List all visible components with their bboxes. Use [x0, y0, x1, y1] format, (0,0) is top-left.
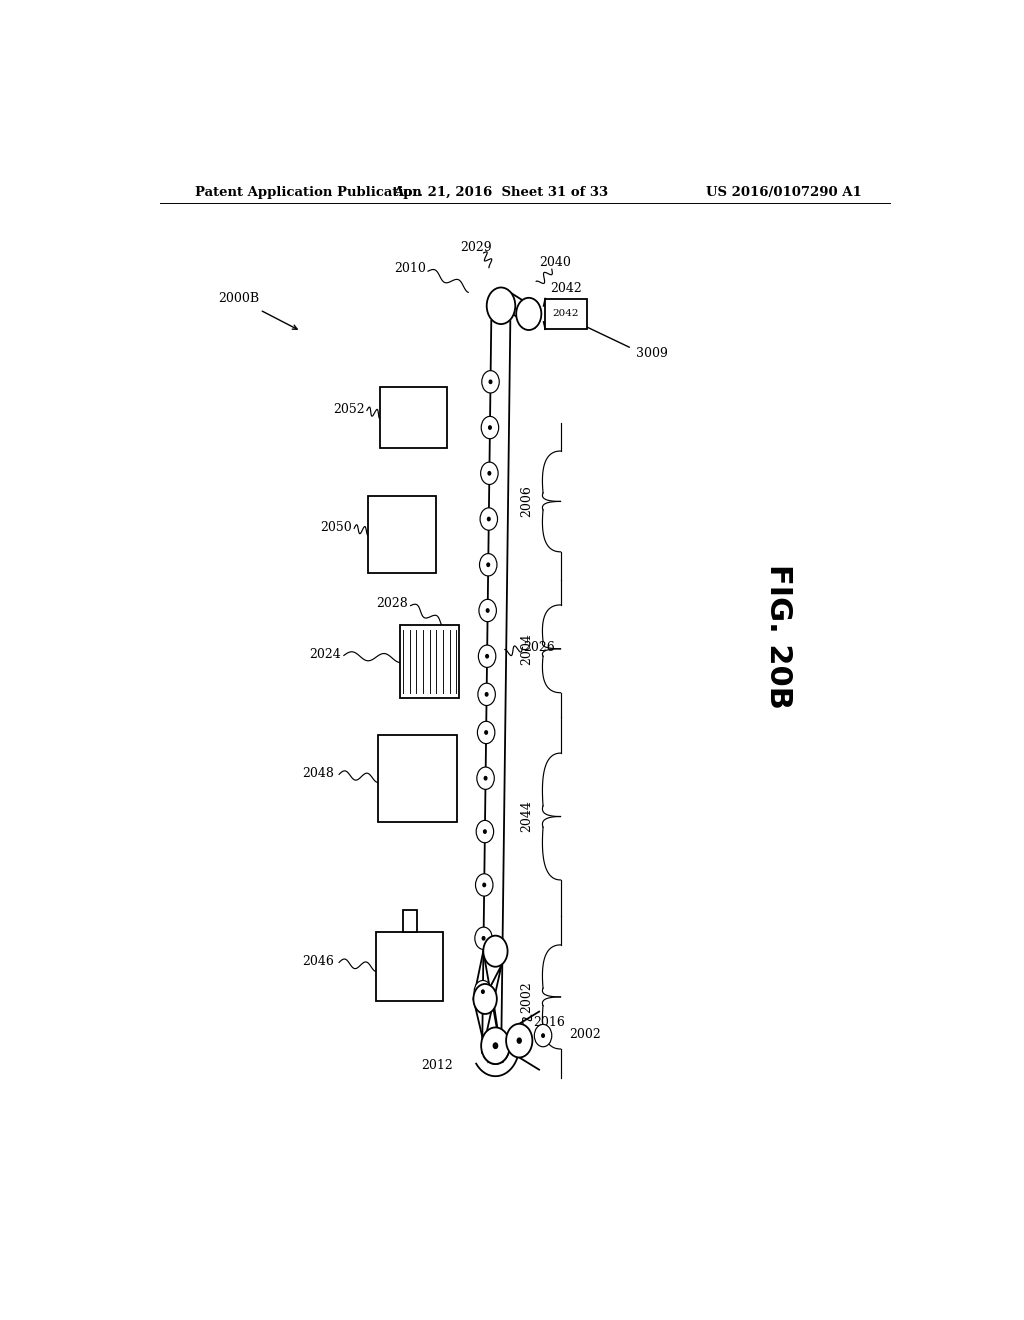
Circle shape — [483, 936, 508, 966]
FancyBboxPatch shape — [380, 387, 447, 447]
Text: 2050: 2050 — [321, 521, 352, 533]
Text: 2004: 2004 — [520, 632, 534, 665]
FancyBboxPatch shape — [368, 496, 435, 573]
Text: 3009: 3009 — [636, 347, 668, 360]
Circle shape — [506, 1024, 532, 1057]
Circle shape — [483, 883, 485, 887]
Circle shape — [488, 471, 490, 475]
Text: 2042: 2042 — [553, 309, 580, 318]
Text: US 2016/0107290 A1: US 2016/0107290 A1 — [707, 186, 862, 199]
Circle shape — [481, 371, 500, 393]
Text: 2016: 2016 — [532, 1016, 564, 1028]
Text: 2042: 2042 — [550, 282, 582, 294]
Circle shape — [478, 684, 496, 705]
Text: 2040: 2040 — [539, 256, 571, 268]
Circle shape — [482, 937, 485, 940]
Text: 2006: 2006 — [520, 486, 534, 517]
Circle shape — [489, 380, 492, 384]
Text: 2010: 2010 — [394, 261, 426, 275]
Text: 2052: 2052 — [333, 403, 365, 416]
Circle shape — [477, 721, 495, 743]
Text: 2002: 2002 — [569, 1028, 601, 1041]
FancyBboxPatch shape — [402, 909, 417, 932]
Circle shape — [477, 767, 495, 789]
Circle shape — [481, 1027, 510, 1064]
Text: 2012: 2012 — [422, 1059, 454, 1072]
Text: 2028: 2028 — [377, 597, 409, 610]
Circle shape — [517, 1038, 521, 1043]
Circle shape — [494, 1043, 498, 1048]
Circle shape — [474, 981, 492, 1003]
Circle shape — [481, 416, 499, 438]
Circle shape — [516, 298, 542, 330]
Text: 2024: 2024 — [309, 648, 341, 661]
Text: 2000B: 2000B — [218, 292, 260, 305]
Circle shape — [476, 821, 494, 842]
Circle shape — [480, 462, 498, 484]
Text: Patent Application Publication: Patent Application Publication — [196, 186, 422, 199]
FancyBboxPatch shape — [376, 932, 443, 1001]
FancyBboxPatch shape — [399, 624, 460, 698]
Circle shape — [475, 874, 493, 896]
Text: Apr. 21, 2016  Sheet 31 of 33: Apr. 21, 2016 Sheet 31 of 33 — [393, 186, 608, 199]
Circle shape — [485, 693, 487, 696]
Circle shape — [485, 655, 488, 657]
Circle shape — [479, 553, 497, 576]
Circle shape — [486, 288, 515, 325]
Text: 2044: 2044 — [520, 801, 534, 833]
Text: FIG. 20B: FIG. 20B — [764, 564, 794, 709]
Circle shape — [483, 830, 486, 833]
Circle shape — [475, 927, 493, 949]
Circle shape — [484, 731, 487, 734]
Circle shape — [486, 609, 489, 612]
Circle shape — [480, 508, 498, 531]
Circle shape — [487, 517, 490, 520]
FancyBboxPatch shape — [378, 735, 458, 821]
Circle shape — [488, 426, 492, 429]
Circle shape — [479, 599, 497, 622]
Text: 2002: 2002 — [520, 981, 534, 1012]
Circle shape — [473, 983, 497, 1014]
Circle shape — [535, 1024, 552, 1047]
Text: 2029: 2029 — [460, 242, 492, 255]
Circle shape — [542, 1034, 545, 1038]
Text: 2048: 2048 — [302, 767, 335, 780]
Text: 2026: 2026 — [523, 640, 555, 653]
Circle shape — [481, 990, 484, 994]
FancyBboxPatch shape — [546, 298, 587, 329]
Circle shape — [478, 645, 496, 668]
Text: 2046: 2046 — [302, 954, 335, 968]
Circle shape — [487, 564, 489, 566]
Circle shape — [484, 776, 486, 780]
